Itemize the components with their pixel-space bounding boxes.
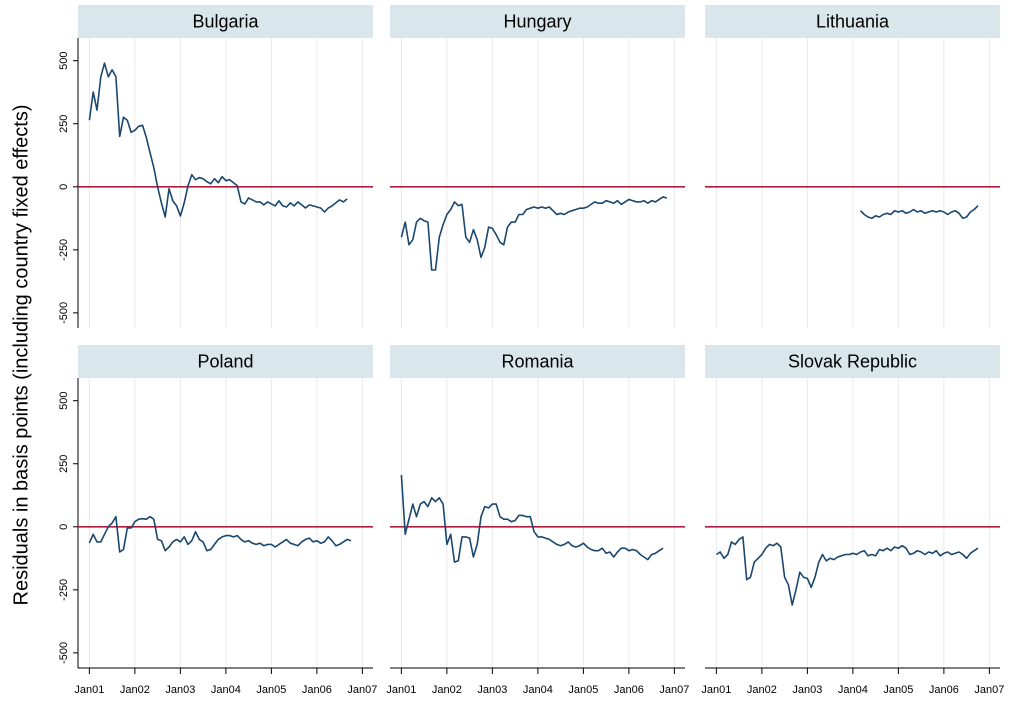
x-tick-label: Jan06 [614,684,644,696]
panel: Romania Jan01 Jan02 Jan03 Jan04 Jan05 Jan06 Jan… [386,345,689,696]
panel-title: Bulgaria [192,11,259,31]
data-line [859,205,979,220]
panel: Lithuania [705,5,1000,328]
panel-header [705,5,1000,38]
panel-header [390,345,685,378]
panel-header [390,5,685,38]
panel-header [78,5,373,38]
panel: Poland Jan01 Jan02 Jan03 Jan04 Jan05 Jan06 Jan0… [58,345,377,696]
y-tick-label: 0 [58,524,70,530]
panel: Hungary [390,5,685,328]
y-tick-label: -500 [58,302,70,324]
x-tick-label: Jan01 [701,684,731,696]
y-tick-label: -250 [58,579,70,601]
x-tick-label: Jan01 [74,684,104,696]
x-tick-label: Jan02 [120,684,150,696]
panel-header [705,345,1000,378]
panel-title: Romania [501,351,574,371]
panel-title: Lithuania [816,11,890,31]
panel-title: Poland [197,351,253,371]
panel: Bulgaria -500 -250 0 250 500 [58,5,373,328]
x-tick-label: Jan05 [568,684,598,696]
y-tick-label: 250 [58,115,70,133]
y-tick-label: 250 [58,455,70,473]
y-tick-label: -500 [58,642,70,664]
x-tick-label: Jan03 [477,684,507,696]
x-tick-label: Jan06 [929,684,959,696]
panel-title: Slovak Republic [788,351,917,371]
data-line [88,515,352,553]
panel-header [78,345,373,378]
y-tick-label: 0 [58,184,70,190]
x-tick-label: Jan01 [386,684,416,696]
x-tick-label: Jan02 [747,684,777,696]
data-line [400,196,668,271]
x-tick-label: Jan05 [883,684,913,696]
panel: Slovak Republic Jan01 Jan02 Jan03 Jan04 Jan05… [701,345,1004,696]
x-tick-label: Jan07 [974,684,1004,696]
x-tick-label: Jan04 [211,684,241,696]
panel-title: Hungary [503,11,571,31]
x-tick-label: Jan02 [432,684,462,696]
x-tick-label: Jan03 [792,684,822,696]
x-tick-label: Jan05 [256,684,286,696]
y-tick-label: 500 [58,52,70,70]
data-line [88,62,348,218]
x-tick-label: Jan07 [659,684,689,696]
x-tick-label: Jan04 [523,684,553,696]
x-tick-label: Jan04 [838,684,868,696]
x-tick-label: Jan06 [302,684,332,696]
data-line [715,536,979,606]
y-tick-label: 500 [58,392,70,410]
y-tick-label: -250 [58,239,70,261]
x-tick-label: Jan03 [165,684,195,696]
y-axis-title: Residuals in basis points (including cou… [10,105,32,606]
x-tick-label: Jan07 [347,684,377,696]
data-line [400,475,664,563]
